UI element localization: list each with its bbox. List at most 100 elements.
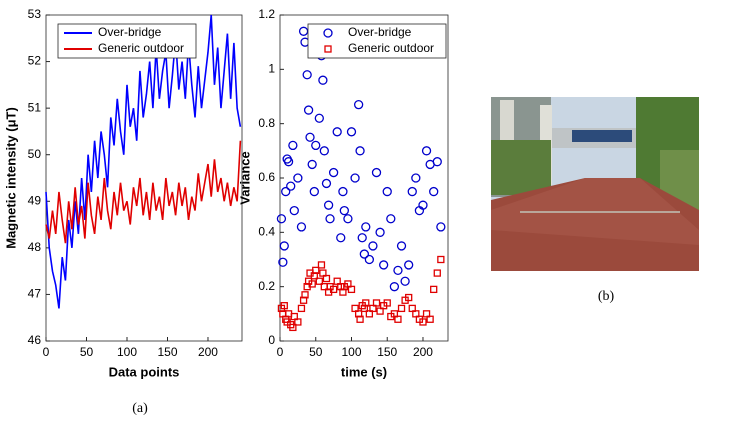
data-point (346, 127, 357, 137)
data-point (433, 269, 441, 277)
y-tick-label: 0.4 (258, 225, 275, 239)
data-point (329, 285, 338, 294)
x-tick-label: 0 (43, 345, 50, 359)
data-point (296, 222, 307, 232)
x-axis-label: Data points (109, 364, 180, 379)
y-tick-label: 0.2 (258, 279, 275, 293)
data-point (355, 146, 365, 156)
y-tick-label: 50 (28, 147, 42, 161)
caption: (a) (132, 401, 148, 416)
data-point (278, 257, 288, 267)
data-point (362, 299, 370, 307)
data-point (371, 167, 382, 178)
data-point (289, 205, 299, 216)
data-point (336, 233, 346, 243)
caption: (b) (598, 289, 615, 304)
data-point (289, 323, 297, 332)
data-point (288, 140, 298, 151)
data-point (315, 277, 323, 285)
data-point (303, 105, 314, 115)
legend-swatch (324, 45, 332, 53)
data-point (312, 266, 320, 275)
data-point (319, 146, 329, 156)
data-point (432, 157, 442, 167)
data-point (317, 261, 326, 269)
data-point (382, 186, 392, 197)
data-point (305, 132, 315, 142)
data-point (436, 222, 446, 232)
data-point (307, 159, 317, 170)
data-point (383, 299, 391, 307)
data-point (359, 249, 370, 259)
data-point (386, 214, 396, 224)
data-point (407, 186, 417, 197)
y-tick-label: 47 (28, 287, 42, 301)
data-point (302, 70, 312, 80)
y-axis-label: Magnetic intensity (μT) (3, 107, 18, 249)
data-point (393, 265, 403, 276)
data-point (405, 293, 413, 302)
x-tick-label: 150 (377, 345, 397, 359)
data-point (293, 173, 303, 183)
data-point (419, 318, 427, 326)
data-point (301, 291, 309, 299)
photo (491, 97, 699, 271)
data-point (397, 304, 406, 313)
data-point (347, 285, 356, 294)
data-point (418, 200, 428, 210)
legend-swatch (323, 28, 333, 38)
data-point (311, 140, 321, 151)
data-point (281, 186, 291, 197)
y-tick-label: 1.2 (258, 7, 275, 21)
data-point (357, 233, 367, 243)
data-point (364, 254, 375, 265)
data-point (321, 178, 332, 189)
data-point (429, 186, 439, 197)
data-point (430, 285, 438, 294)
data-line (45, 140, 242, 244)
y-tick-label: 51 (28, 100, 42, 114)
legend-label: Over-bridge (98, 25, 162, 39)
data-point (309, 186, 319, 197)
data-point (325, 214, 335, 224)
data-point (379, 260, 389, 270)
y-tick-label: 0.6 (258, 170, 275, 184)
x-tick-label: 200 (413, 345, 433, 359)
y-tick-label: 48 (28, 240, 42, 254)
data-point (356, 315, 364, 323)
x-tick-label: 150 (157, 345, 177, 359)
data-point (280, 302, 288, 310)
data-point (437, 255, 445, 264)
data-point (332, 127, 342, 137)
y-tick-label: 46 (28, 333, 42, 347)
data-point (328, 167, 339, 178)
y-tick-label: 0.8 (258, 116, 275, 130)
data-point (350, 173, 360, 183)
data-point (322, 274, 331, 283)
data-point (411, 173, 421, 183)
data-point (286, 181, 296, 191)
data-point (339, 205, 349, 216)
data-point (426, 315, 434, 323)
data-point (276, 214, 287, 224)
data-point (372, 299, 381, 307)
data-point (323, 200, 334, 210)
data-point (298, 26, 309, 36)
x-tick-label: 100 (117, 345, 137, 359)
data-point (400, 276, 410, 286)
legend-label: Generic outdoor (98, 41, 184, 55)
data-point (394, 315, 402, 323)
y-tick-label: 52 (28, 54, 42, 68)
x-tick-label: 0 (277, 345, 284, 359)
data-point (421, 146, 432, 156)
y-axis-label: Variance (237, 151, 252, 205)
data-point (297, 304, 306, 313)
y-tick-label: 0 (268, 333, 275, 347)
data-point (361, 222, 371, 232)
data-line (45, 14, 242, 309)
data-point (318, 75, 328, 85)
data-point (404, 260, 414, 270)
data-point (294, 318, 302, 326)
x-tick-label: 100 (341, 345, 361, 359)
